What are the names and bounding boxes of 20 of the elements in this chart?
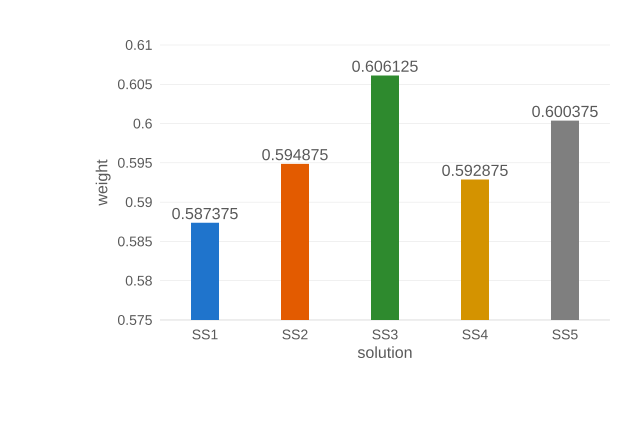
x-tick-label: SS1: [192, 330, 218, 340]
y-tick-label: 0.58: [126, 276, 152, 286]
data-label: 0.606125: [352, 60, 418, 72]
x-tick-label: SS4: [462, 330, 488, 340]
y-tick-label: 0.595: [118, 158, 152, 168]
y-axis-title: weight: [96, 160, 111, 206]
data-label: 0.587375: [172, 208, 238, 220]
x-tick-label: SS5: [552, 330, 578, 340]
x-tick-label: SS3: [372, 330, 398, 340]
y-tick-label: 0.61: [126, 40, 152, 50]
x-tick-label: SS2: [282, 330, 308, 340]
y-tick-label: 0.59: [126, 197, 152, 208]
y-tick-label: 0.585: [118, 236, 152, 246]
data-label: 0.592875: [442, 164, 508, 176]
y-tick-label: 0.575: [118, 315, 152, 325]
data-label: 0.600375: [532, 106, 598, 118]
y-tick-label: 0.605: [118, 79, 152, 90]
x-axis-title: solution: [358, 346, 412, 358]
data-label: 0.594875: [262, 148, 328, 160]
y-tick-label: 0.6: [134, 118, 152, 129]
